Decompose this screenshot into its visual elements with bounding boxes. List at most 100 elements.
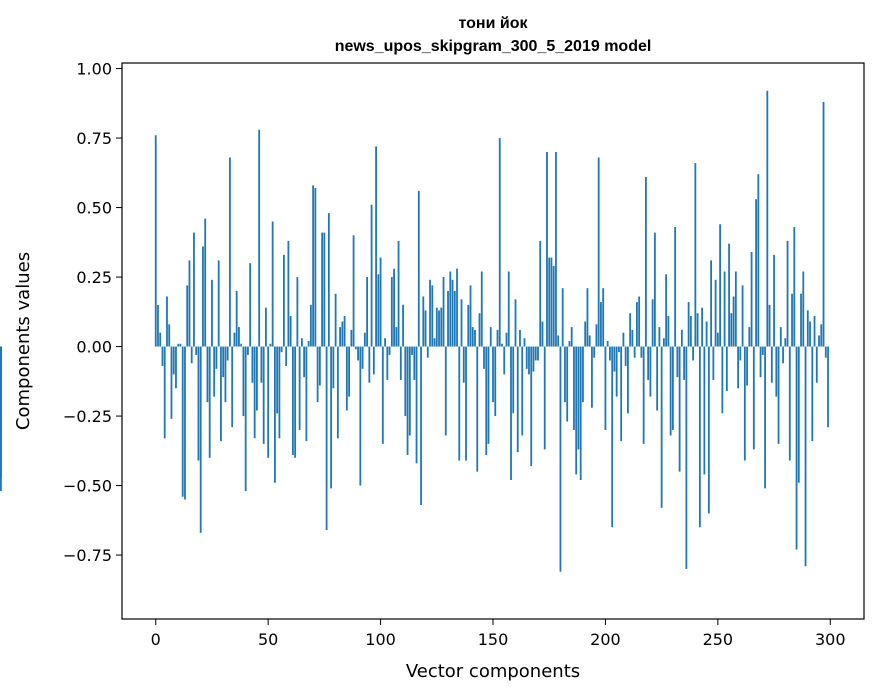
bar <box>375 146 377 347</box>
bar <box>298 346 301 430</box>
bar <box>501 343 503 347</box>
bar <box>312 185 315 347</box>
bar <box>181 346 184 497</box>
bar <box>215 346 218 369</box>
bar <box>606 341 609 347</box>
bar <box>687 302 690 347</box>
bar <box>325 346 328 531</box>
bar <box>458 346 461 461</box>
y-tick-label: −0.50 <box>63 477 112 496</box>
bar <box>775 346 778 397</box>
bar <box>636 302 638 347</box>
bar <box>505 332 508 347</box>
bar <box>773 254 775 347</box>
bar <box>613 346 616 372</box>
bar <box>728 243 730 347</box>
bar-series <box>0 90 829 572</box>
bar <box>154 135 157 347</box>
x-tick-label: 200 <box>590 630 621 649</box>
bar <box>413 346 416 380</box>
bar <box>622 332 625 347</box>
bar <box>694 163 697 347</box>
bar <box>595 324 598 347</box>
bar <box>604 346 607 430</box>
bar <box>242 346 245 417</box>
bar <box>456 268 458 347</box>
bar <box>534 346 537 361</box>
bar <box>267 346 270 458</box>
bar <box>525 346 528 369</box>
bar <box>208 346 211 458</box>
bar <box>179 343 182 347</box>
bar <box>157 304 159 347</box>
bar <box>399 346 402 380</box>
bar <box>159 332 162 347</box>
bar <box>696 313 699 347</box>
bar <box>680 329 683 347</box>
bar <box>372 346 375 375</box>
bar <box>188 260 191 347</box>
bar <box>238 327 240 347</box>
bar <box>318 346 321 386</box>
bar <box>474 329 476 347</box>
bar <box>512 346 515 414</box>
bar <box>274 346 276 483</box>
bar <box>168 324 171 347</box>
bar <box>725 346 728 392</box>
bar <box>519 329 521 347</box>
bar <box>350 329 353 347</box>
bar <box>388 346 391 355</box>
bar <box>492 346 494 403</box>
x-tick-label: 0 <box>151 630 161 649</box>
bar <box>453 290 456 347</box>
bar <box>300 338 303 347</box>
bar <box>249 263 252 347</box>
bar <box>395 327 398 347</box>
bar <box>629 313 632 347</box>
bar <box>741 285 744 347</box>
y-tick-label: 0.00 <box>76 338 112 357</box>
bar <box>557 335 560 347</box>
bar <box>750 252 753 347</box>
bar <box>730 313 733 347</box>
bar <box>631 329 634 347</box>
bar <box>420 346 422 506</box>
bar <box>552 265 555 347</box>
bar <box>415 346 418 464</box>
bar <box>523 338 526 347</box>
bar <box>721 346 724 414</box>
bar <box>566 346 569 422</box>
bar <box>669 346 672 436</box>
bar <box>476 346 479 472</box>
bar <box>289 315 292 347</box>
bar <box>683 346 686 380</box>
bar <box>240 343 243 347</box>
bar <box>555 151 557 347</box>
bar <box>653 232 656 347</box>
bar <box>748 327 751 347</box>
bar <box>260 346 263 383</box>
bar <box>334 293 337 347</box>
bar <box>483 346 485 369</box>
bar <box>586 288 589 347</box>
bar <box>662 338 665 347</box>
bar <box>226 346 229 361</box>
bar <box>791 293 793 347</box>
bar <box>579 346 582 480</box>
bar <box>676 346 679 378</box>
bar <box>449 271 452 347</box>
bar <box>788 346 791 461</box>
bar <box>609 346 611 361</box>
bar <box>647 346 650 380</box>
bar <box>265 307 267 347</box>
bar <box>618 346 620 353</box>
bar <box>377 274 380 347</box>
bar <box>438 310 440 347</box>
bar <box>770 346 773 383</box>
bar <box>442 277 445 347</box>
bar <box>186 285 189 347</box>
bar <box>822 101 825 347</box>
bar <box>291 346 294 455</box>
bar <box>710 260 712 347</box>
x-tick-label: 150 <box>478 630 509 649</box>
